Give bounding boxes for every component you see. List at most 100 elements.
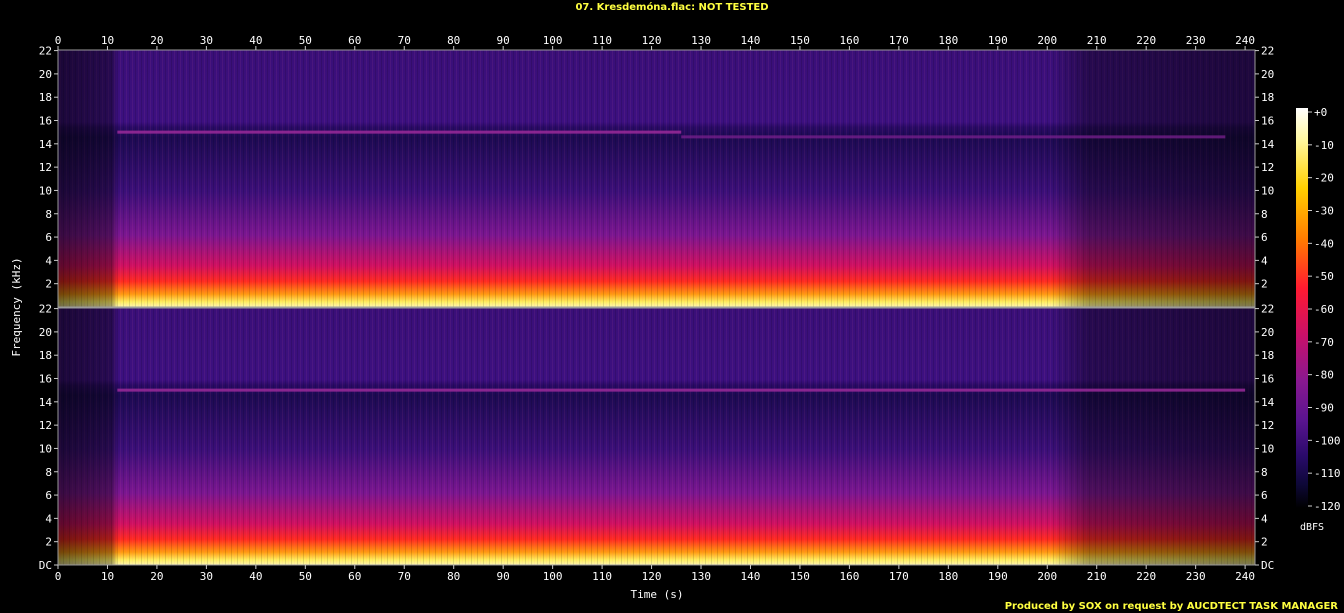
y-tick-label: 2	[45, 278, 52, 291]
x-ticks-bottom: 0 10 20 30 40 50 60 70 80 90 100 110 120 130 140 150 160…	[55, 565, 1255, 583]
x-ticks-top: 0 10 20 30 40 50 60 70 80 90 100 110 120 130 140 150 160…	[55, 34, 1255, 50]
y-tick-label: 20	[1261, 68, 1274, 81]
x-tick-label: 80	[447, 570, 460, 583]
colorbar: +0 -10 -20 -30 -40 -50 -60 -70 -80 -90 -100 -110 -12…	[1296, 106, 1341, 533]
y-tick-label: 4	[1261, 254, 1268, 267]
spectrogram-panels	[57, 49, 1256, 566]
y-tick-label: 14	[39, 138, 53, 151]
x-axis-label: Time (s)	[631, 588, 684, 601]
colorbar-tick-label: -20	[1314, 172, 1334, 185]
channel-2-frame	[57, 307, 1256, 566]
x-tick-label: 60	[348, 570, 361, 583]
x-tick-label: 20	[150, 34, 163, 47]
y-tick-label: 8	[45, 208, 52, 221]
y-tick-label: 4	[45, 512, 52, 525]
x-tick-label: 80	[447, 34, 460, 47]
y-tick-label: 12	[39, 161, 52, 174]
x-tick-label: 120	[642, 34, 662, 47]
x-tick-label: 240	[1235, 570, 1255, 583]
x-tick-label: 0	[55, 570, 62, 583]
x-tick-label: 130	[691, 34, 711, 47]
colorbar-tick-label: -50	[1314, 270, 1334, 283]
y-tick-label: 10	[1261, 442, 1274, 455]
channel-1-time-fade	[58, 50, 1255, 307]
y-tick-label: 16	[39, 373, 52, 386]
x-tick-label: 210	[1087, 570, 1107, 583]
footer-credit: Produced by SOX on request by AUCDTECT T…	[1005, 601, 1339, 612]
y-tick-label: 14	[39, 396, 53, 409]
colorbar-tick-label: -10	[1314, 139, 1334, 152]
channel-2-time-fade	[58, 308, 1255, 565]
y-ticks-left: 2 4 6 8 10 12 14 16 18 20 22 DC 2 4 6 8 10 12 14 16 18 20 22	[39, 45, 58, 572]
x-tick-label: 30	[200, 34, 213, 47]
y-tick-label: 2	[45, 536, 52, 549]
x-tick-label: 170	[889, 570, 909, 583]
y-tick-label: 14	[1261, 138, 1275, 151]
colorbar-ticks: +0 -10 -20 -30 -40 -50 -60 -70 -80 -90 -100 -110 -12…	[1308, 106, 1341, 513]
x-tick-label: 50	[299, 570, 312, 583]
colorbar-tick-label: -120	[1314, 500, 1341, 513]
y-tick-label: 18	[39, 349, 52, 362]
y-tick-label: DC	[1261, 559, 1274, 572]
y-tick-label: 18	[1261, 91, 1274, 104]
x-tick-label: 90	[497, 34, 510, 47]
x-tick-label: 120	[642, 570, 662, 583]
x-tick-label: 90	[497, 570, 510, 583]
colorbar-tick-label: -30	[1314, 205, 1334, 218]
y-tick-label: 8	[1261, 466, 1268, 479]
x-tick-label: 40	[249, 570, 262, 583]
y-tick-label: 6	[45, 231, 52, 244]
x-tick-label: 190	[988, 34, 1008, 47]
colorbar-tick-label: +0	[1314, 106, 1327, 119]
y-ticks-right: 2 4 6 8 10 12 14 16 18 20 22 DC 2 4 6 8 10 12 14 16 18 20 22	[1255, 45, 1275, 572]
x-tick-label: 190	[988, 570, 1008, 583]
x-tick-label: 170	[889, 34, 909, 47]
x-tick-label: 160	[839, 570, 859, 583]
x-tick-label: 150	[790, 570, 810, 583]
x-tick-label: 180	[938, 34, 958, 47]
y-tick-label: 16	[1261, 373, 1274, 386]
colorbar-tick-label: -110	[1314, 467, 1341, 480]
colorbar-tick-label: -40	[1314, 237, 1334, 250]
x-tick-label: 220	[1136, 34, 1156, 47]
colorbar-tick-label: -60	[1314, 303, 1334, 316]
x-tick-label: 130	[691, 570, 711, 583]
x-tick-label: 140	[741, 34, 761, 47]
x-tick-label: 240	[1235, 34, 1255, 47]
x-tick-label: 210	[1087, 34, 1107, 47]
x-tick-label: 110	[592, 570, 612, 583]
x-tick-label: 10	[101, 570, 114, 583]
x-tick-label: 60	[348, 34, 361, 47]
y-tick-label: 6	[1261, 489, 1268, 502]
y-tick-label: 12	[1261, 419, 1274, 432]
colorbar-tick-label: -80	[1314, 369, 1334, 382]
y-tick-label: 6	[45, 489, 52, 502]
x-tick-label: 200	[1037, 34, 1057, 47]
x-tick-label: 200	[1037, 570, 1057, 583]
x-tick-label: 100	[543, 34, 563, 47]
x-tick-label: 70	[398, 34, 411, 47]
x-tick-label: 0	[55, 34, 62, 47]
x-tick-label: 40	[249, 34, 262, 47]
channel-2-spectrogram	[57, 307, 1256, 566]
y-tick-label: 2	[1261, 278, 1268, 291]
x-tick-label: 10	[101, 34, 114, 47]
y-tick-label: 20	[39, 68, 52, 81]
y-tick-label: 4	[45, 254, 52, 267]
x-tick-label: 230	[1186, 34, 1206, 47]
colorbar-tick-label: -100	[1314, 434, 1341, 447]
x-tick-label: 180	[938, 570, 958, 583]
x-tick-label: 150	[790, 34, 810, 47]
y-tick-label: 20	[39, 326, 52, 339]
x-tick-label: 70	[398, 570, 411, 583]
colorbar-tick-label: -70	[1314, 336, 1334, 349]
y-tick-label: 20	[1261, 326, 1274, 339]
y-tick-label: 10	[1261, 184, 1274, 197]
y-tick-label: 4	[1261, 512, 1268, 525]
colorbar-tick-label: -90	[1314, 402, 1334, 415]
x-tick-label: 140	[741, 570, 761, 583]
y-tick-label: 22	[1261, 45, 1274, 58]
colorbar-label: dBFS	[1300, 522, 1324, 533]
colorbar-gradient	[1296, 108, 1308, 508]
y-tick-label: 8	[1261, 208, 1268, 221]
